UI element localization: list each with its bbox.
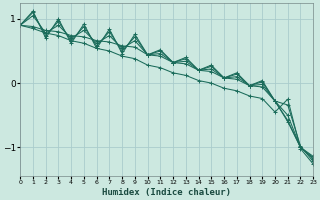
X-axis label: Humidex (Indice chaleur): Humidex (Indice chaleur) (102, 188, 231, 197)
